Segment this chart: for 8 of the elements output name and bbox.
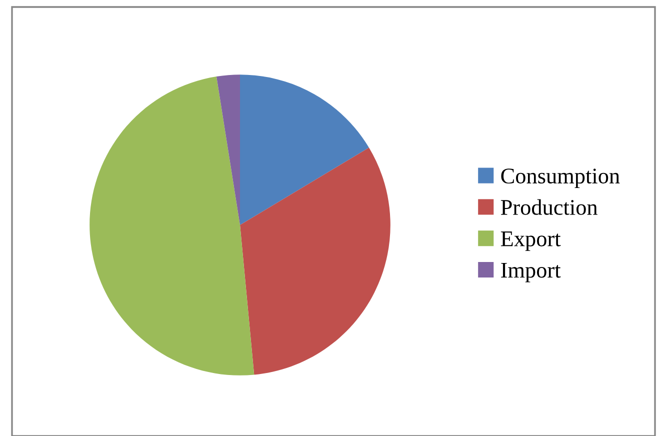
legend-label: Production xyxy=(500,199,598,215)
legend-label: Consumption xyxy=(501,168,620,188)
pie-slice xyxy=(240,148,390,375)
legend-label: Import xyxy=(501,262,561,282)
pie-slice xyxy=(216,74,240,225)
pie-slice xyxy=(240,74,369,225)
legend-label: Export xyxy=(500,232,561,251)
pie-slice xyxy=(90,76,254,376)
